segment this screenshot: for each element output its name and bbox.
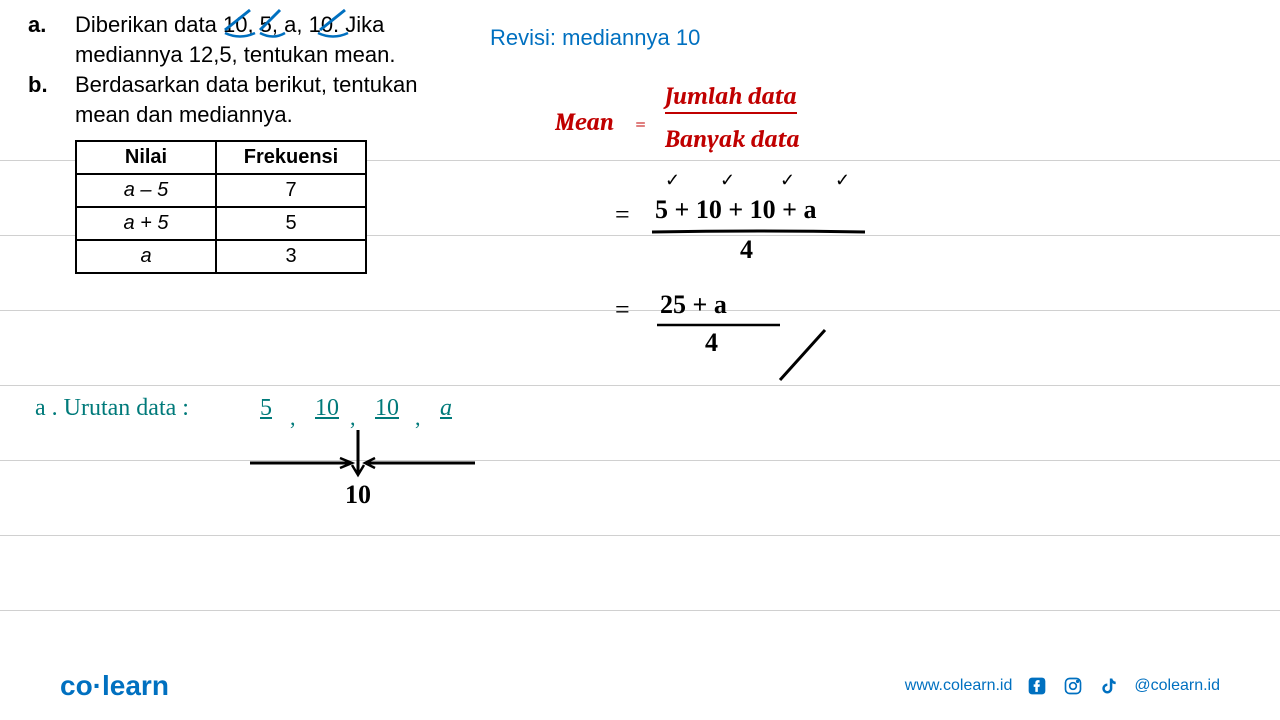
revision-note: Revisi: mediannya 10 bbox=[490, 25, 700, 51]
problem-b-line1: Berdasarkan data berikut, tentukan bbox=[75, 72, 417, 98]
formula-mean-label: Mean bbox=[555, 108, 614, 136]
tiktok-icon bbox=[1098, 675, 1120, 697]
hw-calc2-bot: 4 bbox=[705, 328, 718, 358]
hw-data-2: 10 bbox=[315, 395, 339, 422]
label-a: a. bbox=[28, 12, 46, 38]
hw-slash-mark bbox=[770, 320, 840, 390]
problem-a-line2: mediannya 12,5, tentukan mean. bbox=[75, 42, 395, 68]
formula-denominator: Banyak data bbox=[665, 125, 800, 153]
hw-calc2-top: 25 + a bbox=[660, 290, 727, 320]
formula-equals: = bbox=[635, 112, 646, 135]
table-row: a – 5 7 bbox=[76, 174, 366, 207]
formula-numerator: Jumlah data bbox=[665, 82, 797, 114]
hw-data-4: a bbox=[440, 395, 452, 422]
hw-check: ✓ bbox=[780, 170, 795, 191]
table-header-frekuensi: Frekuensi bbox=[216, 141, 366, 174]
hw-check: ✓ bbox=[835, 170, 850, 191]
hw-fraction-bar-2 bbox=[655, 322, 785, 328]
facebook-icon bbox=[1026, 675, 1048, 697]
hw-data-3: 10 bbox=[375, 395, 399, 422]
table-header-nilai: Nilai bbox=[76, 141, 216, 174]
hw-calc1-top: 5 + 10 + 10 + a bbox=[655, 195, 816, 225]
hw-check: ✓ bbox=[665, 170, 680, 191]
frequency-table: Nilai Frekuensi a – 5 7 a + 5 5 a 3 bbox=[75, 140, 367, 274]
problem-b-line2: mean dan mediannya. bbox=[75, 102, 293, 128]
problem-a-line1: Diberikan data 10, 5, a, 10. Jika bbox=[75, 12, 384, 38]
footer-url: www.colearn.id bbox=[905, 677, 1013, 695]
hw-urutan-label: a . Urutan data : bbox=[35, 395, 189, 422]
footer: co·learn www.colearn.id @colearn.id bbox=[0, 670, 1280, 702]
hw-fraction-bar-1 bbox=[650, 228, 870, 236]
hw-equals-1: = bbox=[615, 200, 630, 230]
colearn-logo: co·learn bbox=[60, 670, 169, 702]
table-row: a + 5 5 bbox=[76, 207, 366, 240]
hw-median-value: 10 bbox=[345, 480, 371, 510]
table-row: a 3 bbox=[76, 240, 366, 273]
footer-handle: @colearn.id bbox=[1134, 677, 1220, 695]
hw-check: ✓ bbox=[720, 170, 735, 191]
hw-data-1: 5 bbox=[260, 395, 272, 422]
hw-equals-2: = bbox=[615, 295, 630, 325]
label-b: b. bbox=[28, 72, 48, 98]
hw-median-arrow bbox=[240, 425, 490, 485]
instagram-icon bbox=[1062, 675, 1084, 697]
hw-calc1-bot: 4 bbox=[740, 235, 753, 265]
